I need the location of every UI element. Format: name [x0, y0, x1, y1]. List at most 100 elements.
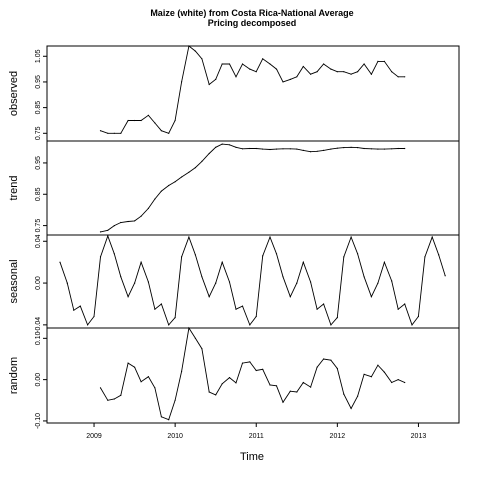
data-point [343, 393, 345, 395]
data-point [269, 384, 271, 386]
data-point [310, 73, 312, 75]
data-point [363, 276, 365, 278]
data-point [188, 327, 190, 329]
data-point [99, 387, 102, 389]
x-tick-label: 2012 [330, 433, 346, 440]
data-point [208, 391, 210, 393]
y-tick-label: 0.75 [35, 126, 42, 140]
data-point [404, 76, 406, 78]
y-tick-label: 0.95 [35, 75, 42, 89]
data-point [404, 303, 406, 305]
data-point [208, 152, 210, 155]
data-point [168, 184, 170, 187]
y-tick-label: 0.85 [35, 187, 42, 201]
data-point [120, 132, 122, 134]
data-point [87, 324, 89, 326]
data-point [343, 147, 345, 149]
data-point [120, 221, 122, 224]
data-point [99, 231, 102, 233]
data-point [154, 308, 156, 310]
data-point [241, 63, 244, 65]
data-point [316, 308, 318, 310]
data-point [282, 276, 284, 278]
data-point [241, 362, 244, 364]
data-point [181, 81, 183, 83]
data-point [228, 63, 231, 65]
data-point [127, 296, 129, 298]
data-point [323, 303, 325, 305]
data-point [296, 76, 298, 78]
data-point [93, 315, 95, 318]
data-point [336, 71, 338, 73]
data-point [397, 308, 399, 310]
data-point [147, 281, 149, 283]
data-point [336, 367, 338, 370]
data-point [194, 50, 196, 52]
data-point [160, 190, 162, 192]
data-point [140, 381, 142, 383]
data-point [411, 324, 413, 326]
data-point [357, 71, 359, 73]
data-point [249, 324, 251, 326]
data-point [302, 149, 304, 151]
data-point [168, 324, 170, 326]
data-point [370, 296, 372, 298]
data-point [383, 60, 385, 63]
data-point [391, 381, 393, 384]
y-tick-label: -0.10 [35, 413, 42, 429]
data-point [201, 348, 203, 350]
panel-random: -0.10 0.00 0.10 random [8, 326, 460, 429]
data-point [350, 407, 352, 410]
data-point [99, 130, 102, 132]
y-tick-label: 1.05 [35, 49, 42, 63]
data-point [107, 235, 109, 237]
data-point [249, 68, 251, 70]
chart-title-line1: Maize (white) from Costa Rica-National A… [150, 8, 353, 18]
data-point [289, 390, 291, 392]
data-point [391, 280, 393, 282]
series-line-seasonal [59, 234, 446, 326]
data-point [134, 282, 136, 284]
data-point [127, 362, 129, 364]
data-point [134, 366, 136, 368]
data-point [174, 399, 176, 401]
data-point [221, 261, 223, 263]
data-point [120, 276, 122, 278]
data-point [302, 381, 304, 384]
data-point [140, 261, 142, 263]
data-point [377, 148, 379, 150]
data-point [262, 368, 264, 370]
data-point [66, 282, 68, 284]
data-point [289, 148, 291, 150]
data-point [168, 419, 170, 421]
data-point [147, 114, 149, 116]
x-tick-label: 2009 [86, 433, 102, 440]
data-point [417, 315, 419, 318]
data-point [302, 65, 304, 68]
data-point [107, 132, 109, 134]
data-point [316, 71, 318, 73]
data-point [154, 387, 156, 389]
series-line-random [100, 326, 405, 421]
data-point [134, 119, 136, 122]
data-point [255, 369, 257, 372]
y-tick-label: 0.00 [35, 276, 42, 290]
data-point [147, 207, 149, 209]
data-point [262, 255, 264, 257]
data-point [377, 364, 379, 366]
data-point [228, 377, 231, 379]
data-point [357, 253, 359, 255]
data-point [330, 148, 332, 150]
data-point [221, 143, 223, 145]
data-point [424, 256, 426, 258]
data-point [363, 373, 365, 375]
data-point [134, 220, 136, 222]
data-point [370, 73, 372, 75]
x-axis-label: Time [240, 451, 264, 463]
data-point [249, 361, 251, 363]
data-point [168, 132, 170, 134]
data-point [310, 151, 312, 153]
data-point [275, 148, 278, 150]
data-point [383, 371, 385, 373]
